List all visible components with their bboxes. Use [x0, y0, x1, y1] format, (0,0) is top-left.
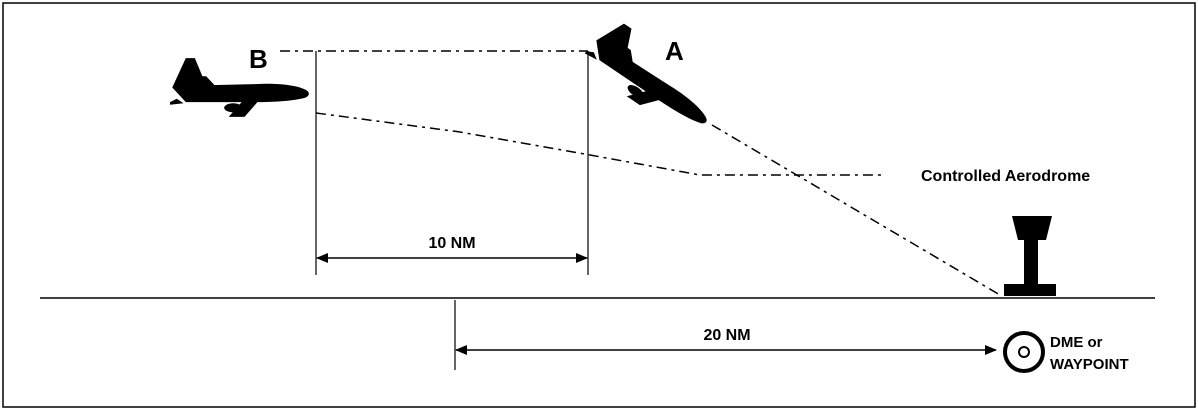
dme-waypoint-icon: [1003, 331, 1045, 373]
aircraft-b-icon: [170, 58, 309, 117]
flight-path-b: [315, 112, 885, 176]
separation-label: 10 NM: [428, 235, 475, 252]
flight-path-a: [711, 124, 1001, 296]
control-tower-icon: [1004, 216, 1056, 296]
aircraft-a-icon: [572, 14, 727, 142]
dme-label-line1: DME or: [1050, 334, 1103, 351]
distance-label: 20 NM: [703, 327, 750, 344]
aircraft-a-label: A: [665, 36, 684, 66]
aerodrome-label: Controlled Aerodrome: [921, 168, 1090, 185]
aircraft-b-label: B: [249, 44, 268, 74]
dme-label-line2: WAYPOINT: [1050, 356, 1129, 373]
